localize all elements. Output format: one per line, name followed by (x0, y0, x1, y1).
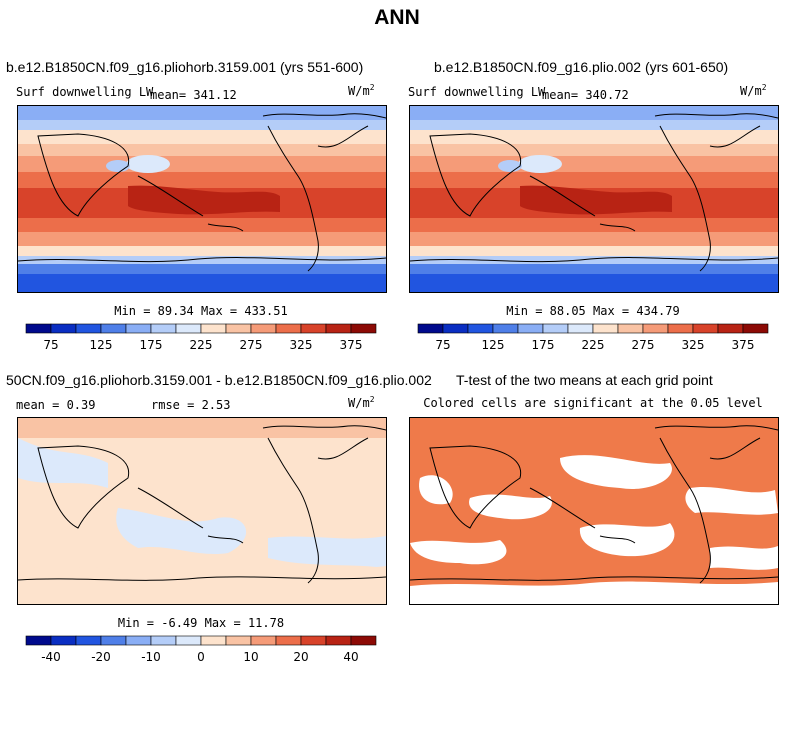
colorbar-swatch (442, 323, 469, 334)
colorbar-swatch (325, 323, 352, 334)
colorbar-swatch (100, 635, 127, 646)
colorbar-2: 75125175225275325375425 (417, 323, 772, 355)
panel1-map (17, 105, 387, 293)
colorbar-tick-label: -20 (91, 650, 111, 664)
colorbar-swatch (667, 323, 694, 334)
colorbar-swatch (300, 323, 327, 334)
colorbar-swatch (300, 635, 327, 646)
panel3-mean: mean = 0.39 (16, 398, 96, 412)
colorbar-tick-label: 325 (290, 338, 313, 352)
colorbar-tick-label: 375 (340, 338, 363, 352)
colorbar-swatch (692, 323, 719, 334)
panel3-stats: Min = -6.49 Max = 11.78 (117, 616, 285, 630)
colorbar-swatch (125, 323, 152, 334)
panel3-map (17, 417, 387, 605)
colorbar-swatch (542, 323, 569, 334)
colorbar-swatch (417, 323, 444, 334)
colorbar-swatch (592, 323, 619, 334)
colorbar-swatch (25, 323, 52, 334)
panel1-mean: mean= 341.12 (150, 88, 237, 102)
colorbar-swatch (175, 635, 202, 646)
colorbar-swatch (75, 635, 102, 646)
colorbar-swatch (225, 635, 252, 646)
colorbar-tick-label: 0 (197, 650, 205, 664)
panel2-mean: mean= 340.72 (542, 88, 629, 102)
colorbar-swatch (742, 323, 769, 334)
panel3-title: 50CN.f09_g16.pliohorb.3159.001 - b.e12.B… (6, 372, 432, 388)
colorbar-tick-label: -40 (41, 650, 61, 664)
colorbar-swatch (200, 635, 227, 646)
colorbar-tick-label: 75 (43, 338, 58, 352)
colorbar-tick-label: 40 (343, 650, 358, 664)
colorbar-swatch (175, 323, 202, 334)
colorbar-swatch (250, 635, 277, 646)
panel2-map (409, 105, 779, 293)
colorbar-tick-label: 325 (682, 338, 705, 352)
colorbar-swatch (250, 323, 277, 334)
colorbar-swatch (125, 635, 152, 646)
colorbar-swatch (517, 323, 544, 334)
colorbar-tick-label: 10 (243, 650, 258, 664)
colorbar-swatch (100, 323, 127, 334)
colorbar-tick-label: 225 (190, 338, 213, 352)
panel2-stats: Min = 88.05 Max = 434.79 (506, 304, 680, 318)
panel4-title: T-test of the two means at each grid poi… (456, 372, 713, 388)
colorbar-tick-label: 375 (732, 338, 755, 352)
colorbar-swatch (567, 323, 594, 334)
colorbar-tick-label: 225 (582, 338, 605, 352)
panel3-units: W/m2 (348, 395, 375, 410)
colorbar-swatch (275, 323, 302, 334)
colorbar-swatch (467, 323, 494, 334)
panel1-stats: Min = 89.34 Max = 433.51 (114, 304, 288, 318)
colorbar-tick-label: 275 (240, 338, 263, 352)
colorbar-tick-label: 20 (293, 650, 308, 664)
colorbar-swatch (50, 635, 77, 646)
colorbar-swatch (50, 323, 77, 334)
colorbar-swatch (150, 635, 177, 646)
colorbar-3: -40 -20 -10 0 10 20 40 (25, 635, 380, 667)
colorbar-swatch (325, 635, 352, 646)
panel3-rmse: rmse = 2.53 (151, 398, 231, 412)
colorbar-swatch (350, 635, 377, 646)
colorbar-swatch (492, 323, 519, 334)
panel2-title: b.e12.B1850CN.f09_g16.plio.002 (yrs 601-… (434, 59, 729, 75)
panel1-units: W/m2 (348, 83, 375, 98)
figure-title: ANN (374, 6, 420, 29)
colorbar-1: 75125175225275325375425 (25, 323, 380, 355)
colorbar-swatch (350, 323, 377, 334)
colorbar-swatch (25, 635, 52, 646)
panel1-title: b.e12.B1850CN.f09_g16.pliohorb.3159.001 … (6, 59, 364, 75)
colorbar-tick-label: 175 (532, 338, 555, 352)
panel2-units: W/m2 (740, 83, 767, 98)
panel1-variable: Surf downwelling LW (16, 85, 154, 99)
colorbar-swatch (642, 323, 669, 334)
panel2-variable: Surf downwelling LW (408, 85, 546, 99)
colorbar-tick-label: 175 (140, 338, 163, 352)
colorbar-tick-label: 75 (435, 338, 450, 352)
colorbar-tick-label: -10 (141, 650, 161, 664)
colorbar-swatch (200, 323, 227, 334)
colorbar-swatch (75, 323, 102, 334)
colorbar-swatch (275, 635, 302, 646)
panel4-subtitle: Colored cells are significant at the 0.0… (423, 396, 763, 410)
colorbar-swatch (717, 323, 744, 334)
colorbar-swatch (617, 323, 644, 334)
colorbar-tick-label: 125 (482, 338, 505, 352)
colorbar-swatch (150, 323, 177, 334)
colorbar-swatch (225, 323, 252, 334)
colorbar-tick-label: 125 (90, 338, 113, 352)
colorbar-tick-label: 275 (632, 338, 655, 352)
panel4-map (409, 417, 779, 605)
